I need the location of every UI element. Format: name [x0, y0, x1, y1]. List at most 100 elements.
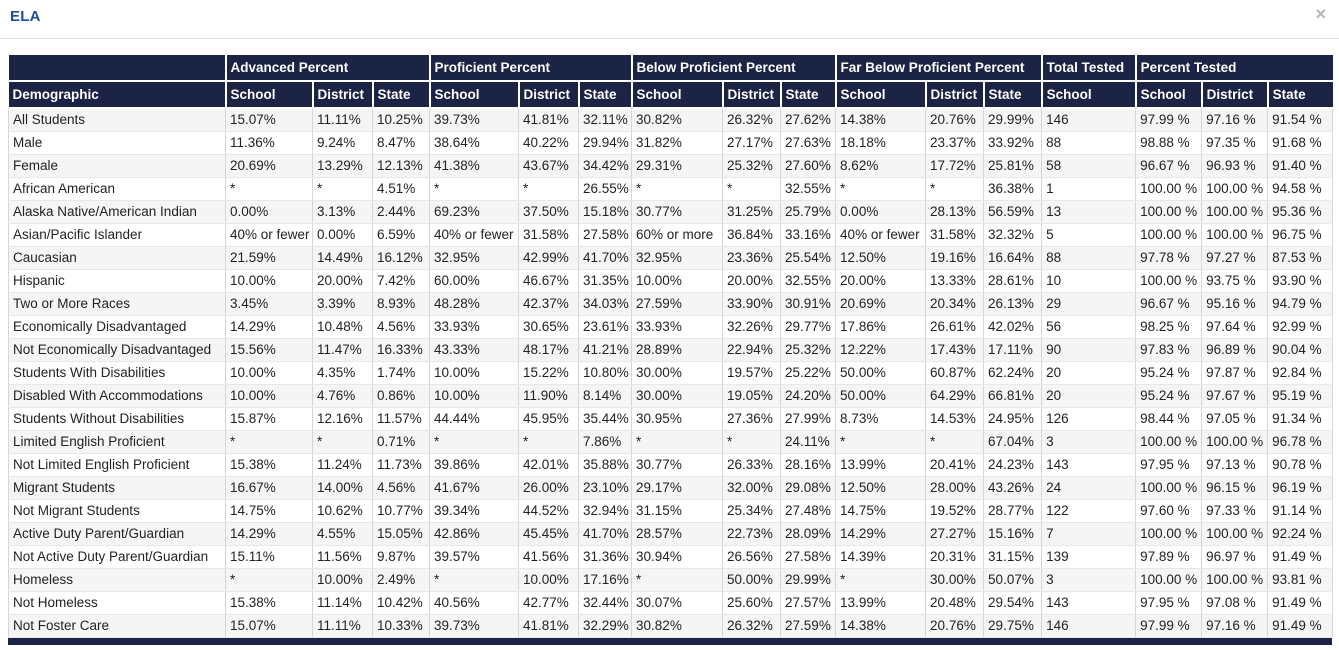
demographic-cell: Not Foster Care — [8, 614, 226, 638]
value-cell: 29.17% — [631, 476, 724, 500]
value-cell: 26.32% — [722, 614, 782, 638]
demographic-cell: Active Duty Parent/Guardian — [8, 522, 226, 546]
value-cell: * — [631, 568, 724, 592]
value-cell: 28.89% — [631, 338, 724, 362]
value-cell: 27.36% — [722, 407, 782, 431]
value-cell: 41.56% — [518, 545, 580, 569]
table-row: Not Foster Care 15.07% 11.11% 10.33% 39.73% 4… — [8, 614, 1334, 638]
value-cell: 27.62% — [780, 108, 837, 132]
value-cell: 25.79% — [780, 200, 837, 224]
value-cell: 26.56% — [722, 545, 782, 569]
value-cell: 91.34 % — [1267, 407, 1334, 431]
value-cell: 100.00 % — [1201, 568, 1269, 592]
close-icon[interactable]: × — [1315, 4, 1326, 24]
value-cell: 40% or fewer — [225, 223, 313, 247]
value-cell: 18.18% — [835, 131, 927, 155]
value-cell: 0.00% — [312, 223, 373, 247]
value-cell: 13.99% — [835, 591, 927, 615]
value-cell: 100.00 % — [1135, 200, 1203, 224]
value-cell: 97.99 % — [1135, 614, 1203, 638]
demographic-cell: Not Economically Disadvantaged — [8, 338, 226, 362]
column-subheader: District — [517, 80, 580, 109]
value-cell: 56 — [1041, 315, 1137, 339]
value-cell: 10 — [1041, 269, 1137, 293]
value-cell: 30.65% — [518, 315, 580, 339]
value-cell: 29.77% — [780, 315, 837, 339]
value-cell: 26.00% — [518, 476, 580, 500]
value-cell: 10.62% — [312, 499, 373, 523]
ela-results-table: Advanced Percent Proficient Percent Below … — [8, 55, 1334, 638]
value-cell: 28.16% — [780, 453, 837, 477]
value-cell: 10.00% — [225, 384, 313, 408]
demographic-cell: Not Active Duty Parent/Guardian — [8, 545, 226, 569]
value-cell: * — [925, 430, 985, 454]
value-cell: 95.24 % — [1135, 384, 1203, 408]
value-cell: 96.19 % — [1267, 476, 1334, 500]
table-row: African American * * 4.51% * * 26.55% * * 32.55% *… — [8, 177, 1334, 201]
value-cell: 12.50% — [835, 476, 927, 500]
value-cell: 10.48% — [312, 315, 373, 339]
value-cell: 3 — [1041, 568, 1137, 592]
value-cell: 20.00% — [835, 269, 927, 293]
value-cell: 66.81% — [983, 384, 1043, 408]
value-cell: 15.11% — [225, 545, 313, 569]
value-cell: 43.33% — [429, 338, 520, 362]
value-cell: 90 — [1041, 338, 1137, 362]
value-cell: 97.95 % — [1135, 591, 1203, 615]
value-cell: 17.11% — [983, 338, 1043, 362]
value-cell: 42.99% — [518, 246, 580, 270]
value-cell: 7 — [1041, 522, 1137, 546]
value-cell: 88 — [1041, 131, 1137, 155]
value-cell: 20.34% — [925, 292, 985, 316]
value-cell: 12.22% — [835, 338, 927, 362]
value-cell: 33.93% — [429, 315, 520, 339]
value-cell: 14.29% — [225, 522, 313, 546]
value-cell: 21.59% — [225, 246, 313, 270]
value-cell: 30.95% — [631, 407, 724, 431]
value-cell: 20.76% — [925, 108, 985, 132]
value-cell: 60.87% — [925, 361, 985, 385]
value-cell: 14.75% — [835, 499, 927, 523]
value-cell: 11.73% — [372, 453, 431, 477]
value-cell: 7.42% — [372, 269, 431, 293]
value-cell: 30.91% — [780, 292, 837, 316]
value-cell: 15.18% — [578, 200, 633, 224]
value-cell: 39.73% — [429, 614, 520, 638]
value-cell: 22.73% — [722, 522, 782, 546]
table-row: Homeless * 10.00% 2.49% * 10.00% 17.16% * 50.00%… — [8, 568, 1334, 592]
value-cell: 11.47% — [312, 338, 373, 362]
demographic-cell: Not Homeless — [8, 591, 226, 615]
value-cell: 26.32% — [722, 108, 782, 132]
demographic-cell: Disabled With Accommodations — [8, 384, 226, 408]
value-cell: 25.22% — [780, 361, 837, 385]
value-cell: 93.90 % — [1267, 269, 1334, 293]
value-cell: 10.42% — [372, 591, 431, 615]
value-cell: 28.00% — [925, 476, 985, 500]
value-cell: 32.44% — [578, 591, 633, 615]
demographic-cell: Economically Disadvantaged — [8, 315, 226, 339]
value-cell: 31.35% — [578, 269, 633, 293]
value-cell: 27.17% — [722, 131, 782, 155]
value-cell: 97.33 % — [1201, 499, 1269, 523]
value-cell: 97.99 % — [1135, 108, 1203, 132]
value-cell: 20.00% — [312, 269, 373, 293]
value-cell: 50.00% — [835, 361, 927, 385]
value-cell: 97.35 % — [1201, 131, 1269, 155]
value-cell: 30.00% — [631, 384, 724, 408]
value-cell: 9.87% — [372, 545, 431, 569]
table-header: Advanced Percent Proficient Percent Below … — [8, 55, 1333, 109]
value-cell: 2.44% — [372, 200, 431, 224]
value-cell: 27.57% — [780, 591, 837, 615]
value-cell: 34.42% — [578, 154, 633, 178]
value-cell: 100.00 % — [1201, 200, 1269, 224]
value-cell: 30.94% — [631, 545, 724, 569]
value-cell: 100.00 % — [1135, 269, 1203, 293]
value-cell: 143 — [1041, 591, 1137, 615]
value-cell: 32.00% — [722, 476, 782, 500]
table-row: Not Economically Disadvantaged 15.56% 11.4… — [8, 338, 1334, 362]
demographic-cell: Alaska Native/American Indian — [8, 200, 226, 224]
value-cell: * — [631, 430, 724, 454]
value-cell: 0.71% — [372, 430, 431, 454]
value-cell: 32.55% — [780, 269, 837, 293]
value-cell: 91.49 % — [1267, 614, 1334, 638]
